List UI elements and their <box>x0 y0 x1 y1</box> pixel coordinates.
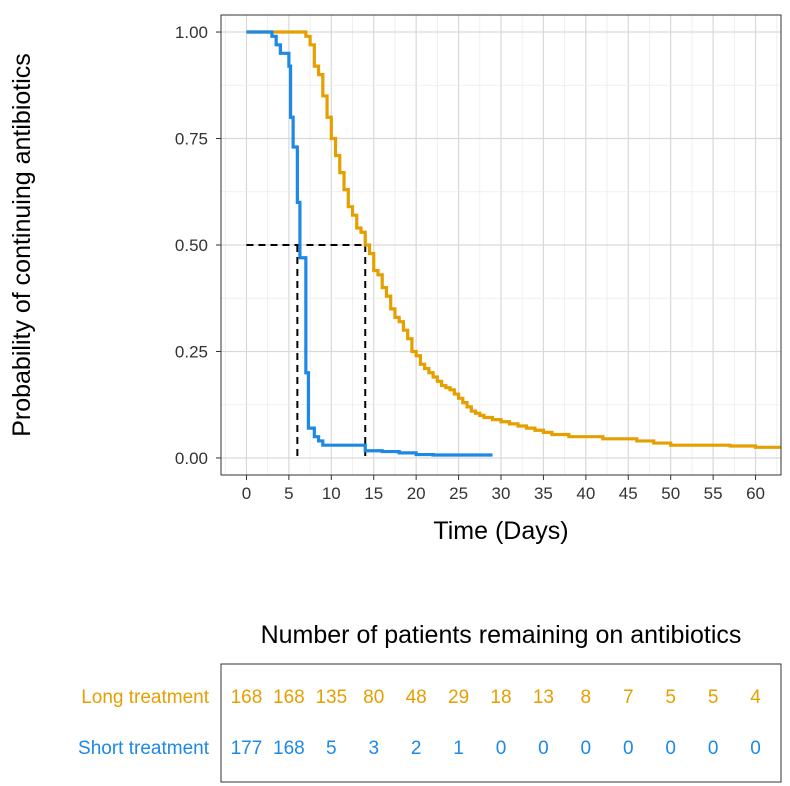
cell-long-treatment: 13 <box>533 687 554 708</box>
row-label-long-treatment: Long treatment <box>81 687 210 708</box>
x-tick-label: 45 <box>619 484 638 503</box>
x-tick-label: 15 <box>364 484 383 503</box>
cell-long-treatment: 5 <box>708 687 719 708</box>
cell-long-treatment: 29 <box>448 687 469 708</box>
survival-plot: 0 5 10 15 20 25 30 35 40 45 50 55 60 0.00 0.25 0.50 0.7… <box>8 14 782 545</box>
cell-short-treatment: 0 <box>750 738 761 759</box>
cell-short-treatment: 1 <box>453 738 464 759</box>
risk-table: Number of patients remaining on antibiot… <box>78 621 782 783</box>
curve-long-treatment <box>246 30 781 449</box>
cell-short-treatment: 0 <box>496 738 507 759</box>
x-axis-title: Time (Days) <box>433 517 568 545</box>
y-axis-title: Probability of continuing antibiotics <box>8 53 36 437</box>
cell-short-treatment: 0 <box>538 738 549 759</box>
risk-table-title: Number of patients remaining on antibiot… <box>261 621 742 649</box>
cell-long-treatment: 7 <box>623 687 634 708</box>
cell-short-treatment: 168 <box>273 738 305 759</box>
cell-long-treatment: 80 <box>363 687 384 708</box>
x-tick-label: 60 <box>746 484 765 503</box>
x-tick-label: 25 <box>449 484 468 503</box>
cell-short-treatment: 5 <box>326 738 337 759</box>
cell-short-treatment: 0 <box>581 738 592 759</box>
gridlines <box>221 15 781 475</box>
x-tick-label: 0 <box>242 484 251 503</box>
cell-short-treatment: 0 <box>708 738 719 759</box>
y-tick-label: 1.00 <box>175 23 208 42</box>
row-label-short-treatment: Short treatment <box>78 738 210 759</box>
y-axis-ticks: 0.00 0.25 0.50 0.75 1.00 <box>175 23 221 468</box>
x-tick-label: 50 <box>661 484 680 503</box>
y-tick-label: 0.25 <box>175 342 208 361</box>
cell-short-treatment: 0 <box>623 738 634 759</box>
cell-short-treatment: 2 <box>411 738 422 759</box>
x-tick-label: 5 <box>284 484 293 503</box>
cell-short-treatment: 0 <box>665 738 676 759</box>
cell-long-treatment: 18 <box>490 687 511 708</box>
cell-long-treatment: 135 <box>315 687 347 708</box>
median-lines <box>246 244 367 458</box>
x-tick-label: 30 <box>492 484 511 503</box>
cell-long-treatment: 48 <box>406 687 427 708</box>
y-tick-label: 0.00 <box>175 449 208 468</box>
cell-short-treatment: 3 <box>368 738 379 759</box>
cell-long-treatment: 5 <box>665 687 676 708</box>
curve-short-treatment <box>246 30 493 457</box>
x-tick-label: 20 <box>407 484 426 503</box>
y-tick-label: 0.50 <box>175 236 208 255</box>
x-axis-ticks: 0 5 10 15 20 25 30 35 40 45 50 55 60 <box>242 475 765 503</box>
cell-long-treatment: 4 <box>750 687 761 708</box>
cell-long-treatment: 8 <box>581 687 592 708</box>
risk-table-rows: Long treatment 168 168 135 80 48 29 18 13 8 7 5 5 4Sh… <box>78 687 761 759</box>
x-tick-label: 55 <box>704 484 723 503</box>
y-tick-label: 0.75 <box>175 130 208 149</box>
x-tick-label: 10 <box>322 484 341 503</box>
cell-long-treatment: 168 <box>231 687 263 708</box>
x-tick-label: 35 <box>534 484 553 503</box>
survival-curves <box>246 30 781 457</box>
cell-long-treatment: 168 <box>273 687 305 708</box>
x-tick-label: 40 <box>576 484 595 503</box>
cell-short-treatment: 177 <box>231 738 263 759</box>
risk-table-border <box>220 663 782 783</box>
